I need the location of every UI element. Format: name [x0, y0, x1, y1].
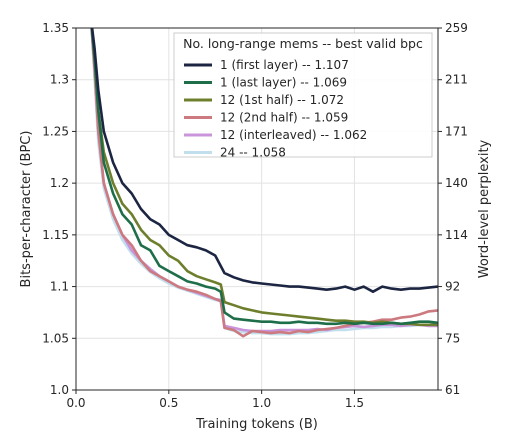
- x-tick-label: 0.5: [159, 396, 178, 410]
- series-line-4: [90, 28, 438, 338]
- y-right-tick-label: 211: [445, 73, 468, 87]
- series-line-1: [90, 28, 438, 294]
- y-tick-label: 1.35: [42, 21, 69, 35]
- y-right-tick-label: 259: [445, 21, 468, 35]
- legend-entry-label: 1 (last layer) -- 1.069: [220, 76, 347, 90]
- legend: No. long-range mems -- best valid bpc 1 …: [173, 32, 433, 160]
- x-tick-label: 0.0: [66, 396, 85, 410]
- y-right-tick-label: 114: [445, 228, 468, 242]
- y-right-tick-label: 171: [445, 124, 468, 138]
- legend-entry-label: 12 (interleaved) -- 1.062: [220, 128, 367, 142]
- axes: 0.0 0.5 1.0 1.5 1.0 61 1.05 75 1.1 92 1.15 114 1.2 14…: [42, 21, 468, 410]
- x-tick-label: 1.5: [345, 396, 364, 410]
- x-axis-label: Training tokens (B): [195, 417, 318, 432]
- y-tick-label: 1.2: [50, 176, 69, 190]
- legend-entry-label: 1 (first layer) -- 1.107: [220, 58, 349, 72]
- y-right-axis-label: Word-level perplexity: [477, 139, 492, 278]
- y-tick-label: 1.25: [42, 124, 69, 138]
- x-tick-label: 1.0: [252, 396, 271, 410]
- y-axis-label: Bits-per-character (BPC): [19, 131, 34, 288]
- legend-entry-label: 24 -- 1.058: [220, 146, 286, 160]
- y-tick-label: 1.1: [50, 280, 69, 294]
- y-right-tick-label: 61: [445, 383, 460, 397]
- y-right-tick-label: 140: [445, 176, 468, 190]
- legend-entry-label: 12 (2nd half) -- 1.059: [220, 111, 348, 125]
- y-tick-label: 1.3: [50, 73, 69, 87]
- y-tick-label: 1.0: [50, 383, 69, 397]
- y-tick-label: 1.15: [42, 228, 69, 242]
- legend-box: [173, 32, 433, 158]
- y-right-tick-label: 92: [445, 280, 460, 294]
- series-line-6: [90, 28, 438, 336]
- legend-title: No. long-range mems -- best valid bpc: [183, 36, 423, 51]
- plot-frame: [75, 27, 439, 391]
- series-lines: [90, 28, 438, 338]
- legend-entry-label: 12 (1st half) -- 1.072: [220, 93, 344, 107]
- y-tick-label: 1.05: [42, 331, 69, 345]
- series-line-3: [90, 28, 438, 327]
- series-line-2: [90, 28, 438, 326]
- y-right-tick-label: 75: [445, 331, 460, 345]
